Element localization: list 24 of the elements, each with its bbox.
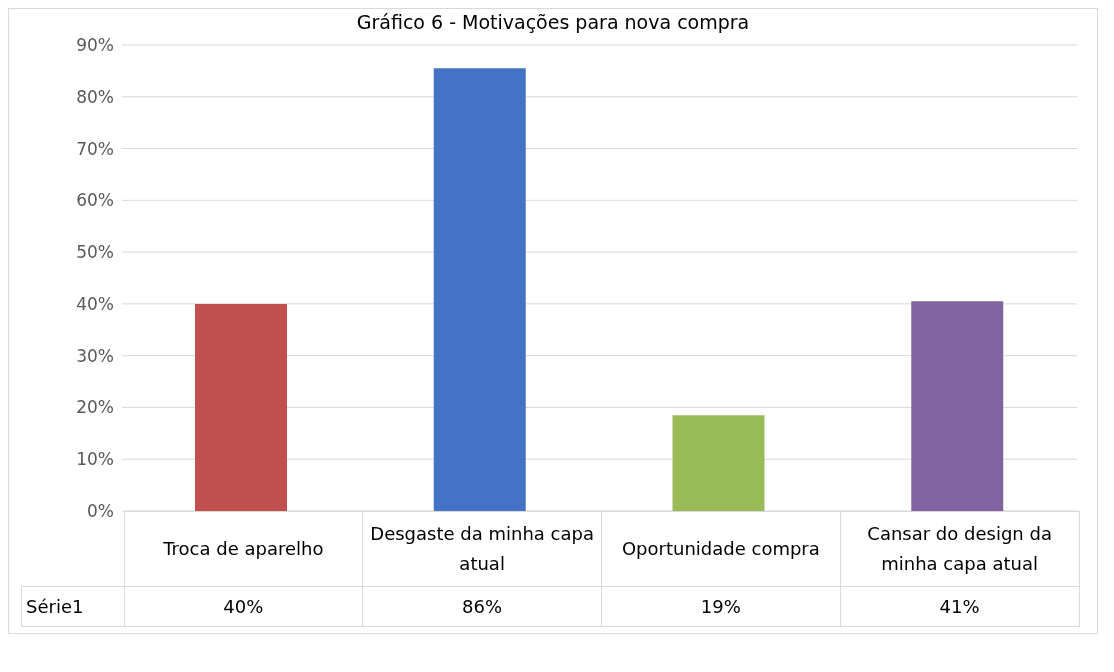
x-tick-label: Troca de aparelho [124, 511, 363, 587]
y-tick-label: 10% [76, 449, 114, 470]
data-label: 40% [124, 586, 363, 627]
chart-title: Gráfico 6 - Motivações para nova compra [355, 10, 751, 35]
data-label: 19% [601, 586, 841, 627]
bar [433, 68, 526, 511]
y-tick-label: 0% [87, 501, 114, 522]
bar [195, 303, 287, 511]
y-tick-label: 60% [76, 190, 114, 211]
y-tick-label: 50% [76, 242, 114, 263]
data-label: 41% [840, 586, 1079, 627]
y-tick-label: 20% [76, 397, 114, 418]
y-tick-label: 40% [76, 293, 114, 314]
x-tick-label: Desgaste da minha capa atual [362, 511, 602, 587]
y-tick-label: 90% [76, 35, 114, 56]
x-tick-label: Oportunidade compra [601, 511, 841, 587]
x-tick-label: Cansar do design da minha capa atual [840, 511, 1079, 587]
y-tick-label: 30% [76, 345, 114, 366]
y-tick-label: 70% [76, 138, 114, 159]
text: Série1 [21, 586, 124, 627]
data-label: 86% [362, 586, 602, 627]
bar [911, 301, 1004, 511]
y-tick-label: 80% [76, 86, 114, 107]
bar [672, 415, 765, 511]
